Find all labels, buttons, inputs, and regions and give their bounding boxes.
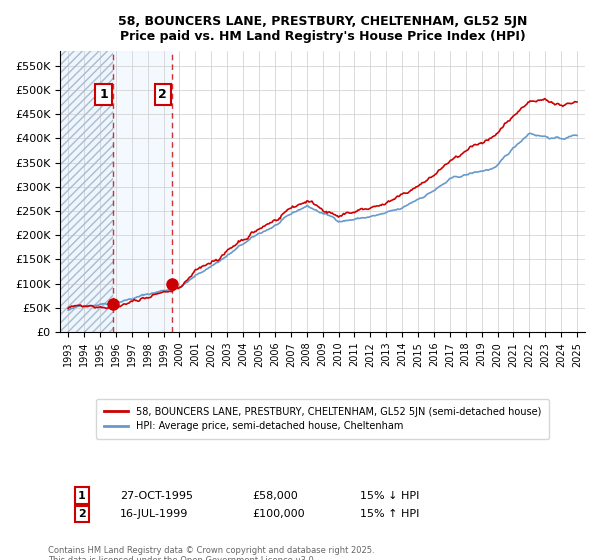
Title: 58, BOUNCERS LANE, PRESTBURY, CHELTENHAM, GL52 5JN
Price paid vs. HM Land Regist: 58, BOUNCERS LANE, PRESTBURY, CHELTENHAM… bbox=[118, 15, 527, 43]
Text: 2: 2 bbox=[78, 509, 86, 519]
Bar bbox=[60, 51, 113, 332]
Text: 1: 1 bbox=[78, 491, 86, 501]
Text: £58,000: £58,000 bbox=[252, 491, 298, 501]
Text: 2: 2 bbox=[158, 88, 167, 101]
Bar bbox=[60, 51, 113, 332]
Text: £100,000: £100,000 bbox=[252, 509, 305, 519]
Text: 15% ↑ HPI: 15% ↑ HPI bbox=[360, 509, 419, 519]
Legend: 58, BOUNCERS LANE, PRESTBURY, CHELTENHAM, GL52 5JN (semi-detached house), HPI: A: 58, BOUNCERS LANE, PRESTBURY, CHELTENHAM… bbox=[96, 399, 549, 439]
Bar bbox=[113, 51, 172, 332]
Text: 16-JUL-1999: 16-JUL-1999 bbox=[120, 509, 188, 519]
Text: 1: 1 bbox=[99, 88, 108, 101]
Text: 15% ↓ HPI: 15% ↓ HPI bbox=[360, 491, 419, 501]
Text: 27-OCT-1995: 27-OCT-1995 bbox=[120, 491, 193, 501]
Text: Contains HM Land Registry data © Crown copyright and database right 2025.
This d: Contains HM Land Registry data © Crown c… bbox=[48, 546, 374, 560]
